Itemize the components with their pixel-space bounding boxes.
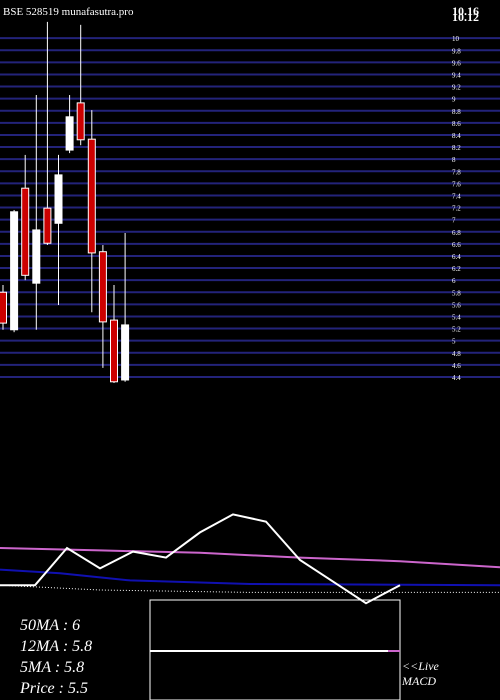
candle-body: [0, 291, 7, 324]
indicator-line: [0, 547, 500, 569]
y-tick-label: 7.6: [452, 180, 461, 188]
macd-label: <<Live: [402, 659, 440, 673]
y-tick-label: 7.4: [452, 192, 461, 200]
y-tick-label: 9.2: [452, 84, 461, 92]
y-tick-label: 5.2: [452, 326, 461, 334]
candle-body: [10, 211, 19, 331]
y-tick-label: 7.8: [452, 168, 461, 176]
candle-body: [43, 207, 52, 244]
y-tick-label: 9.8: [452, 47, 461, 55]
y-tick-label: 8.2: [452, 144, 461, 152]
candle-body: [21, 187, 30, 276]
y-tick-label: 4.4: [452, 374, 461, 382]
y-tick-label: 6.4: [452, 253, 461, 261]
legend-entry: 50MA : 6: [20, 617, 80, 634]
y-tick-label: 5.6: [452, 301, 461, 309]
y-tick-label: 10: [452, 35, 460, 43]
indicator-line: [0, 584, 500, 593]
y-tick-label: 9.4: [452, 71, 461, 79]
corner-label: 10.16: [452, 4, 479, 18]
macd-label: MACD: [401, 674, 436, 688]
chart-title: BSE 528519 munafasutra.pro: [3, 6, 134, 18]
y-tick-label: 5.4: [452, 313, 461, 321]
y-tick-label: 7.2: [452, 205, 461, 213]
candle-body: [121, 324, 130, 381]
y-tick-label: 8: [452, 156, 456, 164]
candle-body: [65, 116, 74, 151]
y-tick-label: 8.6: [452, 120, 461, 128]
legend-entry: 12MA : 5.8: [20, 638, 92, 655]
y-tick-label: 4.6: [452, 362, 461, 370]
legend-entry: 5MA : 5.8: [20, 659, 84, 676]
indicator-line: [0, 568, 500, 587]
corner-label: 10.12: [452, 10, 479, 24]
y-tick-label: 5: [452, 338, 456, 346]
candle-body: [54, 174, 63, 224]
indicator-line: [0, 513, 401, 605]
candle-body: [98, 251, 107, 323]
y-tick-label: 9.6: [452, 59, 461, 67]
y-tick-label: 6.8: [452, 229, 461, 237]
y-tick-label: 6: [452, 277, 456, 285]
y-tick-label: 8.8: [452, 108, 461, 116]
y-tick-label: 7: [452, 217, 456, 225]
legend-entry: Price : 5.5: [19, 680, 88, 697]
candle-body: [110, 319, 118, 383]
candle-body: [87, 138, 96, 254]
y-tick-label: 6.2: [452, 265, 461, 273]
y-tick-label: 5.8: [452, 289, 461, 297]
candle-body: [76, 102, 85, 141]
y-tick-label: 9: [452, 96, 456, 104]
y-tick-label: 6.6: [452, 241, 461, 249]
y-tick-label: 8.4: [452, 132, 461, 140]
y-tick-label: 4.8: [452, 350, 461, 358]
candle-body: [32, 229, 41, 284]
